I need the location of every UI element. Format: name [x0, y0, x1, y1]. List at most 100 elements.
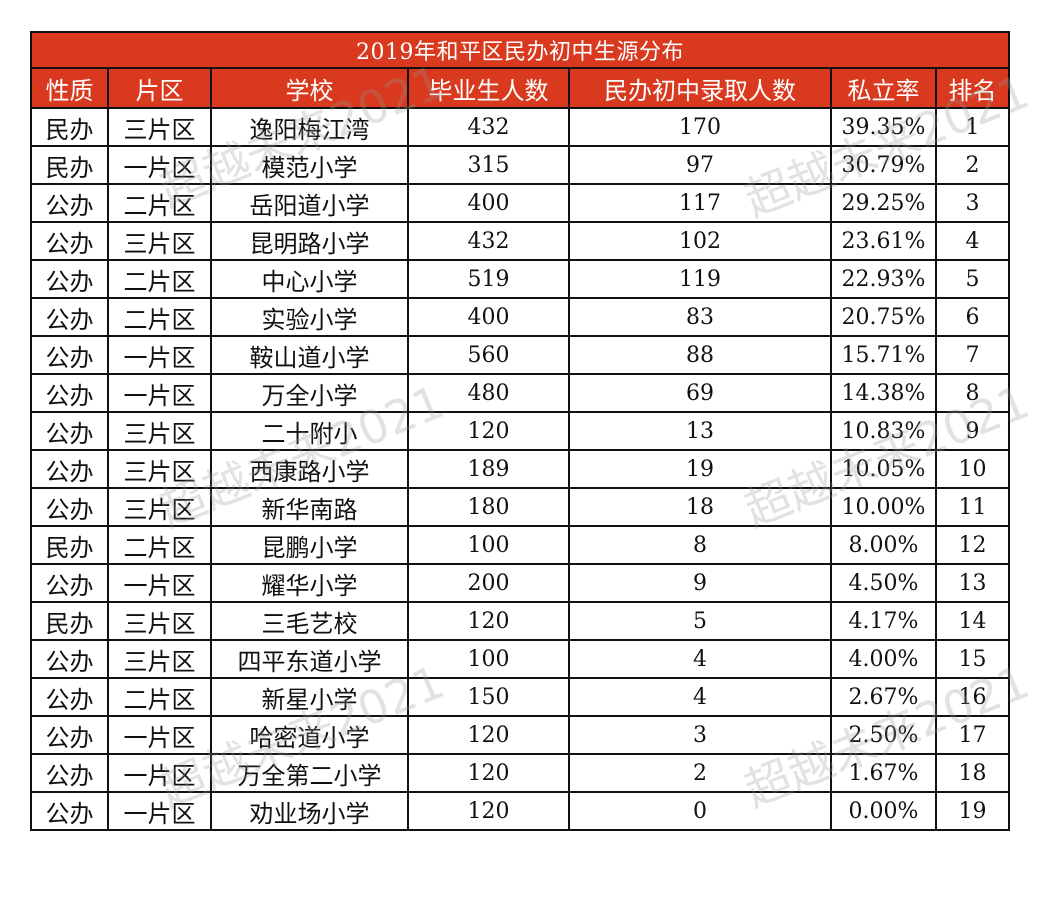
cell-type: 公办	[30, 677, 109, 717]
cell-private-rate: 4.50%	[830, 563, 937, 603]
table-row: 民办 三片区 逸阳梅江湾 432 170 39.35% 1	[30, 107, 1011, 147]
cell-admitted: 88	[568, 335, 832, 375]
header-school: 学校	[210, 67, 409, 109]
cell-private-rate: 10.83%	[830, 411, 937, 451]
cell-type: 民办	[30, 107, 109, 147]
cell-graduates: 519	[407, 259, 570, 299]
cell-type: 公办	[30, 791, 109, 831]
cell-district: 三片区	[107, 411, 212, 451]
cell-private-rate: 10.05%	[830, 449, 937, 489]
cell-school: 模范小学	[210, 145, 409, 185]
cell-admitted: 2	[568, 753, 832, 793]
cell-type: 公办	[30, 449, 109, 489]
table-row: 公办 一片区 耀华小学 200 9 4.50% 13	[30, 563, 1011, 603]
table-row: 公办 一片区 鞍山道小学 560 88 15.71% 7	[30, 335, 1011, 375]
cell-graduates: 100	[407, 525, 570, 565]
cell-graduates: 180	[407, 487, 570, 527]
table-row: 公办 一片区 万全小学 480 69 14.38% 8	[30, 373, 1011, 413]
cell-rank: 17	[934, 715, 1011, 755]
cell-district: 二片区	[107, 525, 212, 565]
cell-graduates: 120	[407, 715, 570, 755]
cell-private-rate: 2.67%	[830, 677, 937, 717]
cell-private-rate: 8.00%	[830, 525, 937, 565]
cell-school: 三毛艺校	[210, 601, 409, 641]
cell-district: 三片区	[107, 107, 212, 147]
cell-school: 劝业场小学	[210, 791, 409, 831]
cell-graduates: 315	[407, 145, 570, 185]
cell-school: 岳阳道小学	[210, 183, 409, 223]
cell-school: 新华南路	[210, 487, 409, 527]
cell-district: 一片区	[107, 563, 212, 603]
table-row: 公办 三片区 四平东道小学 100 4 4.00% 15	[30, 639, 1011, 679]
cell-type: 公办	[30, 297, 109, 337]
cell-school: 鞍山道小学	[210, 335, 409, 375]
cell-rank: 12	[934, 525, 1011, 565]
cell-rank: 7	[934, 335, 1011, 375]
cell-type: 公办	[30, 221, 109, 261]
table-row: 公办 三片区 新华南路 180 18 10.00% 11	[30, 487, 1011, 527]
cell-admitted: 117	[568, 183, 832, 223]
header-rank: 排名	[934, 67, 1011, 109]
cell-admitted: 69	[568, 373, 832, 413]
cell-district: 三片区	[107, 487, 212, 527]
cell-type: 公办	[30, 335, 109, 375]
cell-rank: 6	[934, 297, 1011, 337]
cell-type: 公办	[30, 411, 109, 451]
table-row: 民办 二片区 昆鹏小学 100 8 8.00% 12	[30, 525, 1011, 565]
cell-admitted: 4	[568, 677, 832, 717]
cell-graduates: 120	[407, 791, 570, 831]
table-row: 公办 二片区 岳阳道小学 400 117 29.25% 3	[30, 183, 1011, 223]
table-title: 2019年和平区民办初中生源分布	[29, 31, 1011, 69]
cell-type: 公办	[30, 639, 109, 679]
table-row: 民办 一片区 模范小学 315 97 30.79% 2	[30, 145, 1011, 185]
cell-type: 公办	[30, 753, 109, 793]
cell-private-rate: 15.71%	[830, 335, 937, 375]
cell-rank: 5	[934, 259, 1011, 299]
cell-district: 三片区	[107, 449, 212, 489]
table-row: 公办 一片区 万全第二小学 120 2 1.67% 18	[30, 753, 1011, 793]
table-row: 公办 三片区 昆明路小学 432 102 23.61% 4	[30, 221, 1011, 261]
cell-private-rate: 2.50%	[830, 715, 937, 755]
cell-rank: 8	[934, 373, 1011, 413]
cell-school: 二十附小	[210, 411, 409, 451]
table-row: 公办 一片区 哈密道小学 120 3 2.50% 17	[30, 715, 1011, 755]
cell-type: 公办	[30, 259, 109, 299]
cell-district: 一片区	[107, 373, 212, 413]
table-row: 公办 二片区 中心小学 519 119 22.93% 5	[30, 259, 1011, 299]
cell-rank: 11	[934, 487, 1011, 527]
cell-type: 公办	[30, 183, 109, 223]
cell-school: 实验小学	[210, 297, 409, 337]
cell-admitted: 102	[568, 221, 832, 261]
cell-admitted: 83	[568, 297, 832, 337]
cell-school: 万全第二小学	[210, 753, 409, 793]
cell-graduates: 120	[407, 411, 570, 451]
cell-graduates: 400	[407, 297, 570, 337]
cell-school: 哈密道小学	[210, 715, 409, 755]
cell-district: 一片区	[107, 715, 212, 755]
cell-type: 民办	[30, 525, 109, 565]
cell-district: 一片区	[107, 145, 212, 185]
cell-admitted: 0	[568, 791, 832, 831]
enrollment-table: 2019年和平区民办初中生源分布 性质 片区 学校 毕业生人数 民办初中录取人数…	[29, 31, 1011, 831]
cell-admitted: 9	[568, 563, 832, 603]
cell-school: 万全小学	[210, 373, 409, 413]
cell-district: 一片区	[107, 791, 212, 831]
cell-admitted: 19	[568, 449, 832, 489]
cell-graduates: 480	[407, 373, 570, 413]
cell-graduates: 400	[407, 183, 570, 223]
cell-type: 民办	[30, 601, 109, 641]
cell-private-rate: 20.75%	[830, 297, 937, 337]
cell-district: 二片区	[107, 183, 212, 223]
header-graduates: 毕业生人数	[407, 67, 570, 109]
header-admitted: 民办初中录取人数	[568, 67, 832, 109]
table-row: 公办 三片区 二十附小 120 13 10.83% 9	[30, 411, 1011, 451]
cell-admitted: 5	[568, 601, 832, 641]
cell-rank: 18	[934, 753, 1011, 793]
table-row: 公办 一片区 劝业场小学 120 0 0.00% 19	[30, 791, 1011, 831]
cell-district: 三片区	[107, 639, 212, 679]
cell-private-rate: 1.67%	[830, 753, 937, 793]
cell-graduates: 432	[407, 107, 570, 147]
cell-school: 四平东道小学	[210, 639, 409, 679]
cell-district: 一片区	[107, 753, 212, 793]
cell-type: 公办	[30, 715, 109, 755]
